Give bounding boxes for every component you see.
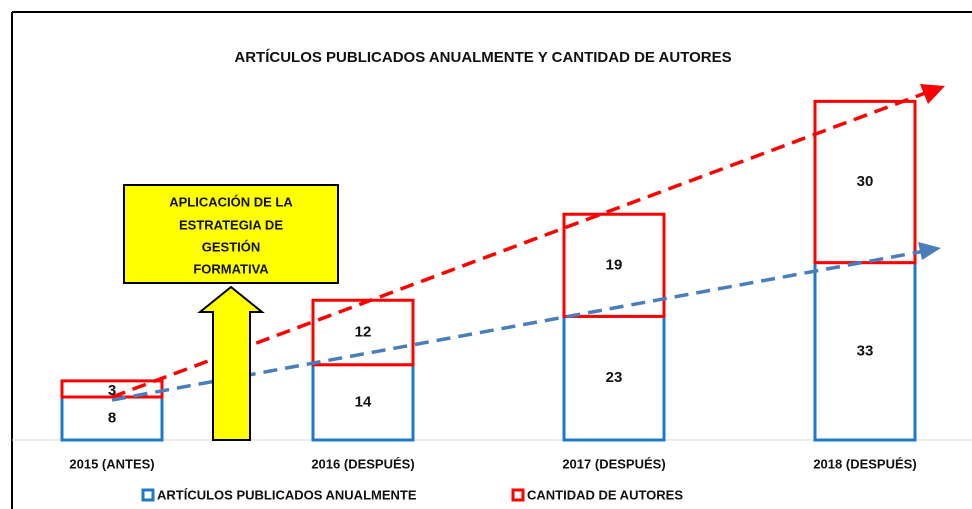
x-tick-label: 2017 (DESPUÉS) — [562, 456, 665, 471]
legend-swatch — [141, 488, 155, 502]
chart-title: ARTÍCULOS PUBLICADOS ANUALMENTE Y CANTID… — [234, 49, 731, 66]
legend-label: ARTÍCULOS PUBLICADOS ANUALMENTE — [157, 487, 417, 502]
bar-segment — [813, 99, 917, 265]
annotation-line: GESTIÓN — [202, 239, 261, 254]
x-tick-label: 2015 (ANTES) — [69, 456, 154, 471]
data-label: 19 — [606, 256, 623, 273]
data-label: 30 — [857, 173, 874, 190]
annotation-box — [123, 184, 339, 284]
x-tick-label: 2016 (DESPUÉS) — [311, 456, 414, 471]
bar-segment — [813, 261, 917, 442]
data-label: 3 — [108, 382, 116, 399]
annotation-line: FORMATIVA — [193, 261, 269, 276]
x-tick-label: 2018 (DESPUÉS) — [813, 456, 916, 471]
data-label: 33 — [857, 342, 874, 359]
bar-segment — [562, 212, 666, 318]
annotation-line: ESTRATEGIA DE — [179, 217, 283, 232]
data-label: 23 — [606, 369, 623, 386]
annotation-arrow — [197, 285, 265, 441]
bar-segment — [60, 395, 164, 442]
legend-label: CANTIDAD DE AUTORES — [527, 487, 683, 502]
trend-blue-arrow — [918, 242, 941, 260]
data-label: 8 — [108, 409, 116, 426]
bars — [60, 99, 917, 442]
data-label: 14 — [355, 393, 372, 410]
legend-swatch — [511, 488, 525, 502]
bar-segment — [311, 363, 415, 442]
trend-red-arrow — [920, 84, 945, 104]
annotation-line: APLICACIÓN DE LA — [169, 194, 293, 209]
data-label: 12 — [355, 323, 372, 340]
